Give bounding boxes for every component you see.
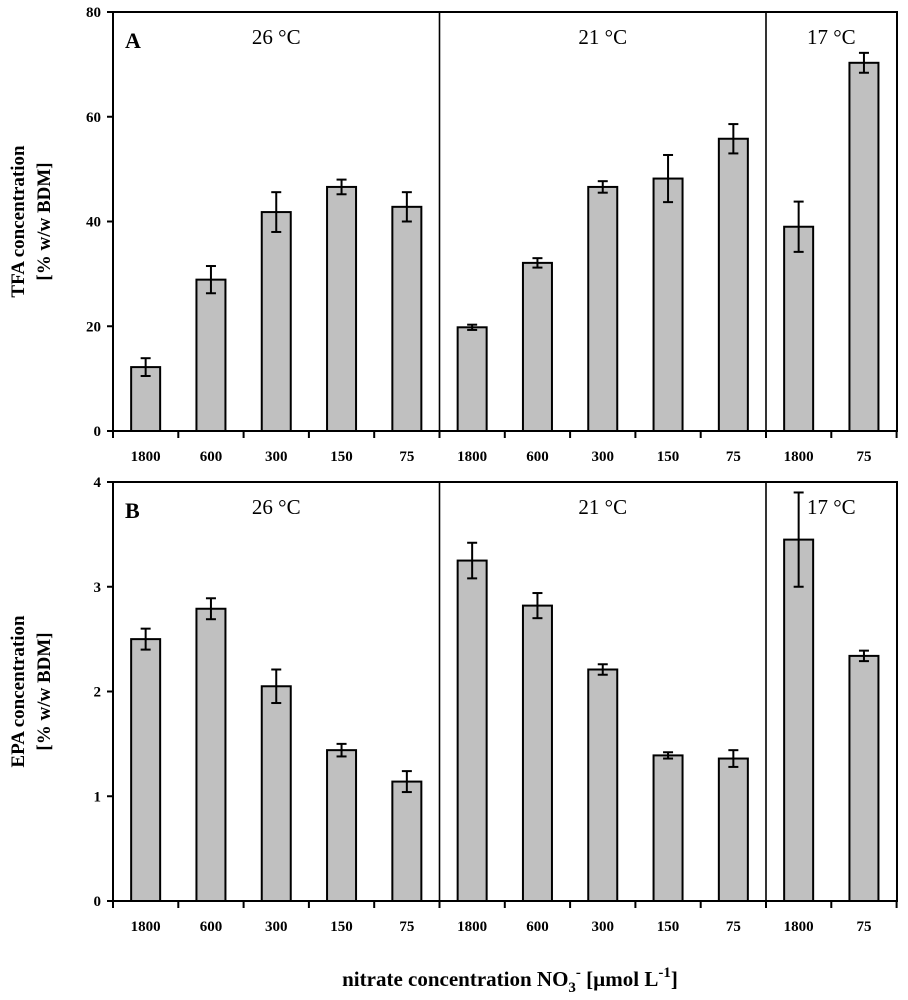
- bar: [260, 211, 292, 432]
- x-tick-label: 1800: [784, 449, 814, 465]
- y-tick-label: 1: [94, 789, 102, 805]
- x-tick-label: 75: [856, 449, 871, 465]
- x-tick-label: 1800: [131, 449, 161, 465]
- y-tick-label: 0: [94, 894, 102, 910]
- group-temperature-label: 21 °C: [578, 495, 627, 519]
- y-axis-label: TFA concentration: [8, 145, 29, 298]
- panel-letter: B: [125, 498, 140, 523]
- x-tick-label: 600: [526, 449, 549, 465]
- x-tick-label: 75: [399, 449, 414, 465]
- x-tick-label: 300: [265, 449, 288, 465]
- x-tick-label: 150: [330, 919, 353, 935]
- x-tick-label: 300: [592, 449, 615, 465]
- bar: [260, 685, 292, 903]
- x-tick-label: 300: [265, 919, 288, 935]
- bar: [195, 607, 227, 902]
- bar: [717, 757, 749, 902]
- bar: [587, 185, 619, 432]
- x-axis-label: nitrate concentration NO3- [µmol L-1]: [342, 965, 678, 996]
- bar: [587, 668, 619, 902]
- x-tick-label: 75: [856, 919, 871, 935]
- y-tick-label: 20: [86, 319, 101, 335]
- y-tick-label: 4: [94, 475, 102, 491]
- x-tick-label: 75: [399, 919, 414, 935]
- group-temperature-label: 17 °C: [807, 25, 856, 49]
- y-tick-label: 3: [94, 580, 102, 596]
- panel-b-chart: 0 1 2 3 4 EPA concentration [% w/w BDM] B 26 °C 1…: [8, 475, 898, 935]
- bar: [783, 225, 815, 432]
- bar: [391, 780, 423, 903]
- bar: [717, 137, 749, 432]
- x-tick-label: 1800: [131, 919, 161, 935]
- y-tick-label: 2: [94, 685, 102, 701]
- y-axis-unit-label: [% w/w BDM]: [34, 162, 55, 280]
- bar: [521, 261, 553, 432]
- bar: [391, 205, 423, 432]
- bar: [848, 61, 880, 433]
- panel-letter: A: [125, 28, 141, 53]
- bar: [848, 654, 880, 903]
- x-tick-label: 600: [200, 449, 223, 465]
- x-tick-label: 1800: [784, 919, 814, 935]
- group-temperature-label: 17 °C: [807, 495, 856, 519]
- x-tick-label: 75: [726, 919, 741, 935]
- bar: [326, 185, 358, 432]
- x-tick-label: 300: [592, 919, 615, 935]
- bar: [195, 278, 227, 433]
- group-temperature-label: 21 °C: [578, 25, 627, 49]
- plot-frame: [112, 11, 898, 432]
- y-tick-label: 0: [94, 424, 102, 440]
- y-axis-unit-label: [% w/w BDM]: [34, 632, 55, 750]
- x-tick-label: 1800: [457, 449, 487, 465]
- bar: [456, 326, 488, 432]
- x-tick-label: 600: [526, 919, 549, 935]
- x-tick-label: 150: [657, 919, 680, 935]
- bar: [652, 177, 684, 432]
- group-temperature-label: 26 °C: [252, 25, 301, 49]
- plot-frame: [112, 481, 898, 902]
- x-tick-label: 150: [657, 449, 680, 465]
- panel-a-chart: 0 20 40 60 80 TFA concentration [% w/w BDM] A 26…: [8, 5, 898, 465]
- bar: [456, 559, 488, 902]
- y-tick-label: 80: [86, 5, 101, 21]
- bar: [326, 749, 358, 902]
- bar: [652, 754, 684, 903]
- y-axis-label: EPA concentration: [8, 615, 29, 768]
- bar: [130, 638, 162, 902]
- bar: [521, 604, 553, 902]
- group-temperature-label: 26 °C: [252, 495, 301, 519]
- y-tick-label: 60: [86, 110, 101, 126]
- x-tick-label: 1800: [457, 919, 487, 935]
- x-tick-label: 600: [200, 919, 223, 935]
- bar: [783, 538, 815, 902]
- x-tick-label: 150: [330, 449, 353, 465]
- y-tick-label: 40: [86, 215, 101, 231]
- x-tick-label: 75: [726, 449, 741, 465]
